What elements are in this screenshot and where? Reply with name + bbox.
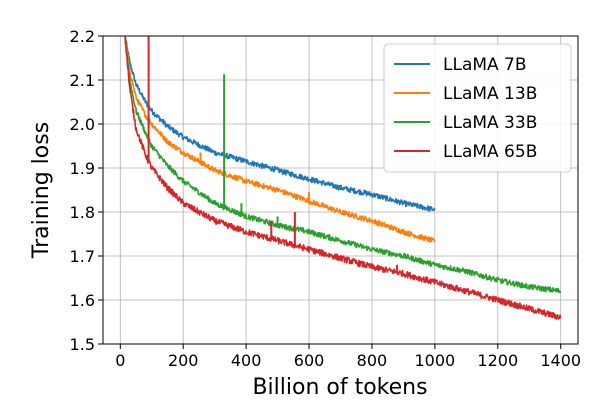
legend-label-llama-65b: LLaMA 65B	[443, 142, 537, 162]
y-tick-label: 1.9	[70, 159, 95, 178]
x-tick-label: 1000	[415, 351, 456, 370]
x-tick-label: 0	[115, 351, 125, 370]
series-line-llama-33b	[124, 36, 562, 294]
x-tick-label: 1400	[540, 351, 581, 370]
series-layer	[124, 36, 562, 320]
series-line-llama-13b	[124, 36, 436, 243]
y-axis-label: Training loss	[29, 122, 54, 259]
x-tick-label: 1200	[477, 351, 518, 370]
x-tick-label: 200	[168, 351, 199, 370]
legend-label-llama-33b: LLaMA 33B	[443, 113, 537, 133]
x-tick-label: 600	[294, 351, 325, 370]
y-tick-label: 2.2	[70, 27, 95, 46]
legend-label-llama-7b: LLaMA 7B	[443, 55, 527, 75]
legend: LLaMA 7B LLaMA 13B LLaMA 33B LLaMA 65B	[383, 43, 572, 173]
series-line-llama-7b	[124, 36, 436, 212]
legend-box	[383, 43, 572, 173]
y-tick-label: 2.0	[70, 115, 95, 134]
y-tick-label: 1.8	[70, 203, 95, 222]
y-tick-label: 2.1	[70, 71, 95, 90]
y-axis: 1.5 1.6 1.7 1.8 1.9 2.0 2.1 2.2	[70, 27, 103, 354]
y-tick-label: 1.6	[70, 291, 95, 310]
plot-frame	[102, 35, 579, 345]
series-line-llama-65b	[124, 36, 562, 320]
y-tick-label: 1.7	[70, 247, 95, 266]
x-axis: 0 200 400 600 800 1000 1200 1400	[115, 344, 581, 370]
x-tick-label: 800	[357, 351, 388, 370]
x-axis-label: Billion of tokens	[252, 375, 427, 400]
x-tick-label: 400	[231, 351, 262, 370]
y-tick-label: 1.5	[70, 335, 95, 354]
legend-label-llama-13b: LLaMA 13B	[443, 84, 537, 104]
